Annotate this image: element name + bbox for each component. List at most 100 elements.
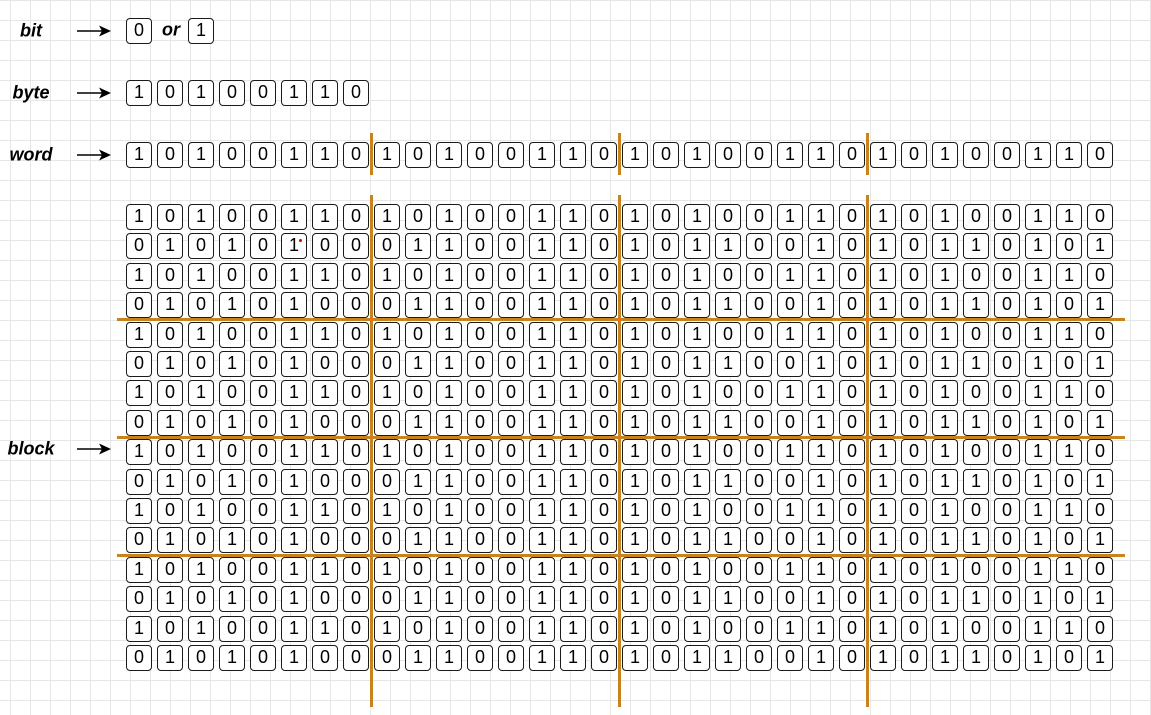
block-bit-cell: 1 — [870, 233, 896, 259]
block-bit-cell: 0 — [1087, 204, 1113, 230]
block-bit-cell: 0 — [746, 292, 772, 318]
block-bit-cell: 1 — [932, 292, 958, 318]
block-column-divider — [370, 195, 373, 707]
block-bit-cell: 1 — [529, 380, 555, 406]
block-bit-cell: 1 — [808, 439, 834, 465]
block-bit-cell: 0 — [963, 204, 989, 230]
block-bit-cell: 1 — [312, 322, 338, 348]
block-bit-cell: 0 — [839, 616, 865, 642]
block-bit-cell: 0 — [467, 527, 493, 553]
block-bit-cell: 1 — [808, 586, 834, 612]
block-bit-cell: 0 — [374, 527, 400, 553]
block-bit-cell: 1 — [715, 233, 741, 259]
block-bit-cell: 0 — [901, 204, 927, 230]
block-bit-cell: 0 — [746, 204, 772, 230]
block-bit-cell: 1 — [622, 557, 648, 583]
block-bit-cell: 0 — [715, 439, 741, 465]
block-bit-cell: 0 — [343, 204, 369, 230]
word-group-divider — [370, 133, 373, 175]
block-bit-cell: 1 — [529, 204, 555, 230]
block-bit-cell: 1 — [963, 645, 989, 671]
block-bit-cell: 1 — [560, 351, 586, 377]
block-bit-cell: 0 — [591, 527, 617, 553]
block-bit-cell: 1 — [188, 263, 214, 289]
block-bit-cell: 0 — [250, 351, 276, 377]
block-bit-cell: 1 — [436, 616, 462, 642]
block-bit-cell: 0 — [219, 557, 245, 583]
block-bit-cell: 0 — [157, 204, 183, 230]
block-bit-cell: 1 — [281, 233, 307, 259]
block-bit-cell: 0 — [839, 586, 865, 612]
block-bit-cell: 0 — [839, 557, 865, 583]
block-bit-cell: 0 — [1087, 263, 1113, 289]
block-bit-cell: 1 — [436, 263, 462, 289]
block-bit-cell: 0 — [498, 410, 524, 436]
block-bit-cell: 1 — [281, 351, 307, 377]
block-bit-cell: 1 — [963, 292, 989, 318]
block-bit-cell: 1 — [870, 616, 896, 642]
block-bit-cell: 0 — [343, 322, 369, 348]
block-bit-cell: 1 — [405, 469, 431, 495]
block-bit-cell: 0 — [653, 498, 679, 524]
block-bit-cell: 1 — [963, 469, 989, 495]
block-bit-cell: 1 — [436, 233, 462, 259]
block-bit-cell: 0 — [405, 380, 431, 406]
block-bit-cell: 1 — [529, 263, 555, 289]
block-bit-cell: 0 — [591, 351, 617, 377]
block-bit-cell: 0 — [746, 233, 772, 259]
block-column-divider — [618, 195, 621, 707]
block-bit-cell: 0 — [498, 380, 524, 406]
block-bit-cell: 1 — [1087, 645, 1113, 671]
block-bit-cell: 0 — [405, 557, 431, 583]
block-bit-cell: 1 — [932, 204, 958, 230]
block-bit-cell: 1 — [1025, 380, 1051, 406]
block-bit-cell: 1 — [932, 351, 958, 377]
block-bit-cell: 0 — [715, 204, 741, 230]
block-bit-cell: 0 — [498, 557, 524, 583]
block-bit-cell: 1 — [684, 586, 710, 612]
word-bit-cell: 0 — [994, 142, 1020, 168]
block-bit-cell: 1 — [529, 557, 555, 583]
word-bit-cell: 0 — [250, 142, 276, 168]
block-bit-cell: 0 — [467, 439, 493, 465]
block-bit-cell: 1 — [436, 498, 462, 524]
word-bit-cell: 1 — [281, 142, 307, 168]
block-bit-cell: 1 — [1056, 204, 1082, 230]
block-bit-cell: 0 — [250, 527, 276, 553]
block-bit-cell: 0 — [405, 616, 431, 642]
block-bit-cell: 0 — [591, 586, 617, 612]
block-bit-cell: 1 — [622, 469, 648, 495]
word-bit-cell: 1 — [870, 142, 896, 168]
block-bit-cell: 0 — [994, 263, 1020, 289]
block-bit-cell: 1 — [1025, 469, 1051, 495]
block-bit-cell: 0 — [746, 410, 772, 436]
block-bit-cell: 0 — [777, 586, 803, 612]
block-bit-cell: 0 — [653, 557, 679, 583]
block-bit-cell: 0 — [1056, 351, 1082, 377]
block-bit-cell: 1 — [560, 380, 586, 406]
block-bit-cell: 0 — [219, 322, 245, 348]
block-bit-cell: 0 — [591, 263, 617, 289]
block-bit-cell: 1 — [870, 263, 896, 289]
block-bit-cell: 1 — [1056, 439, 1082, 465]
block-bit-cell: 0 — [219, 204, 245, 230]
word-bit-cell: 0 — [157, 142, 183, 168]
block-bit-cell: 1 — [405, 233, 431, 259]
block-bit-cell: 1 — [312, 498, 338, 524]
block-bit-cell: 0 — [498, 351, 524, 377]
block-bit-cell: 0 — [374, 292, 400, 318]
block-bit-cell: 0 — [901, 616, 927, 642]
block-bit-cell: 0 — [839, 527, 865, 553]
block-bit-cell: 1 — [219, 527, 245, 553]
block-bit-cell: 1 — [684, 645, 710, 671]
block-bit-cell: 1 — [312, 439, 338, 465]
block-bit-cell: 1 — [560, 410, 586, 436]
block-bit-cell: 1 — [281, 498, 307, 524]
block-column-divider — [866, 195, 869, 707]
block-bit-cell: 1 — [1087, 233, 1113, 259]
block-bit-cell: 0 — [188, 645, 214, 671]
block-bit-cell: 1 — [560, 616, 586, 642]
block-bit-cell: 1 — [715, 292, 741, 318]
block-bit-cell: 0 — [219, 380, 245, 406]
block-bit-cell: 1 — [808, 410, 834, 436]
